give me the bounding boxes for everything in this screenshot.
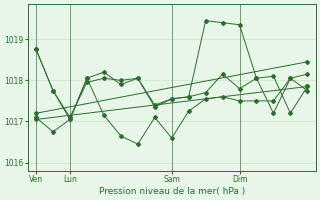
X-axis label: Pression niveau de la mer( hPa ): Pression niveau de la mer( hPa ) <box>99 187 245 196</box>
